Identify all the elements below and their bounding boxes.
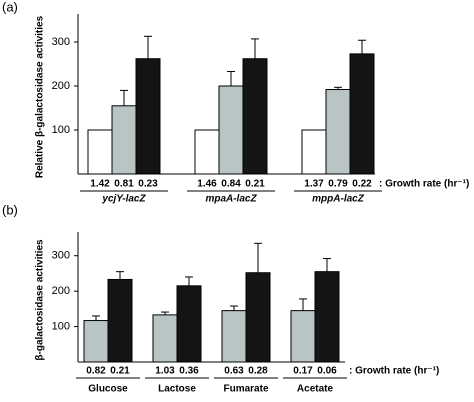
bar [194, 129, 220, 175]
category-label: ycjY-lacZ [101, 194, 146, 205]
growth-rate: 0.81 [114, 179, 134, 190]
bar [83, 320, 109, 363]
growth-rate-label: : Growth rate (hr⁻¹) [349, 366, 439, 377]
growth-rate: 0.84 [221, 179, 241, 190]
bar [349, 53, 375, 175]
bar [218, 85, 244, 175]
growth-rate: 0.21 [245, 179, 265, 190]
bar [111, 105, 137, 175]
growth-rate: 1.46 [197, 179, 217, 190]
bar [301, 129, 327, 175]
growth-rate: 0.63 [224, 366, 244, 377]
panel-label: (b) [2, 202, 18, 217]
growth-rate: 0.22 [352, 179, 372, 190]
category-label: Glucose [88, 384, 128, 395]
bar [290, 310, 316, 363]
growth-rate-label: : Growth rate (hr⁻¹) [379, 179, 469, 190]
y-axis-label: β-galactosidase activities [35, 239, 46, 361]
category-label: Acetate [297, 384, 334, 395]
growth-rate: 0.17 [293, 366, 313, 377]
y-tick-label: 300 [52, 250, 70, 262]
growth-rate: 1.03 [155, 366, 175, 377]
bar [107, 278, 133, 363]
bar [135, 58, 161, 175]
bar [325, 89, 351, 175]
y-axis-label: Relative β-galactosidase activities [35, 15, 46, 178]
bar [176, 285, 202, 363]
growth-rate: 0.23 [138, 179, 158, 190]
y-tick-label: 300 [52, 36, 70, 48]
bar [245, 272, 271, 363]
y-tick-label: 200 [52, 285, 70, 297]
bar [314, 271, 340, 363]
category-label: mppA-lacZ [312, 194, 365, 205]
y-tick-label: 100 [52, 124, 70, 136]
panel-label: (a) [2, 0, 18, 14]
growth-rate: 1.42 [90, 179, 110, 190]
bar [242, 58, 268, 175]
growth-rate: 0.82 [86, 366, 106, 377]
growth-rate: 0.21 [110, 366, 130, 377]
category-label: Lactose [158, 384, 196, 395]
growth-rate: 0.36 [179, 366, 199, 377]
category-label: Fumarate [223, 384, 268, 395]
bar [221, 310, 247, 363]
bar [87, 129, 113, 175]
growth-rate: 0.28 [248, 366, 268, 377]
category-label: mpaA-lacZ [205, 194, 257, 205]
y-tick-label: 200 [52, 80, 70, 92]
growth-rate: 0.06 [317, 366, 337, 377]
growth-rate: 1.37 [304, 179, 324, 190]
bar [152, 314, 178, 363]
y-tick-label: 100 [52, 320, 70, 332]
growth-rate: 0.79 [328, 179, 348, 190]
